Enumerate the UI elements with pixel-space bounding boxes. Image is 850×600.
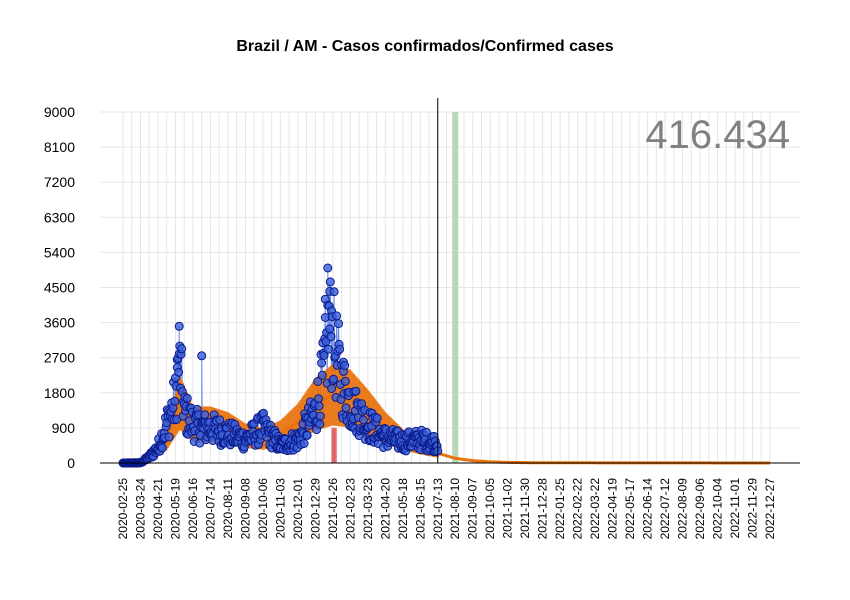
observed-point — [317, 358, 327, 368]
observed-point — [323, 263, 333, 273]
x-tick-label: 2021-07-13 — [431, 478, 445, 540]
x-tick-label: 2022-04-19 — [606, 478, 620, 540]
x-tick-label: 2022-07-12 — [658, 478, 672, 540]
x-tick-label: 2021-08-10 — [448, 478, 462, 540]
observed-point — [314, 394, 323, 404]
observed-point — [327, 384, 337, 393]
observed-point — [329, 287, 339, 297]
observed-point — [334, 319, 343, 329]
x-tick-label: 2021-05-18 — [396, 478, 410, 540]
y-tick-label: 3600 — [44, 315, 75, 331]
observed-point — [174, 321, 184, 331]
x-tick-label: 2020-06-16 — [186, 478, 200, 540]
grid-layer — [100, 111, 800, 464]
observed-point — [325, 277, 335, 287]
observed-point — [315, 419, 325, 429]
peak-bars-layer — [331, 427, 337, 463]
x-tick-label: 2021-09-07 — [466, 478, 480, 540]
observed-point — [299, 439, 309, 448]
y-tick-label: 5400 — [44, 244, 75, 260]
observed-point — [341, 403, 351, 413]
x-tick-label: 2022-06-14 — [641, 478, 655, 540]
observed-point — [174, 367, 184, 377]
x-tick-label: 2022-01-25 — [553, 478, 567, 540]
y-tick-label: 9000 — [44, 104, 75, 120]
x-tick-label: 2021-06-15 — [413, 478, 427, 540]
observed-point — [182, 393, 192, 403]
observed-point — [314, 401, 324, 411]
observed-point — [340, 376, 350, 386]
observed-point — [302, 430, 312, 440]
observed-point — [326, 332, 336, 342]
x-tick-label: 2021-11-02 — [501, 478, 515, 539]
observed-point — [325, 324, 335, 334]
x-tick-label: 2022-12-27 — [763, 478, 777, 540]
observed-points-layer — [118, 263, 443, 468]
y-tick-label: 8100 — [44, 139, 75, 155]
peak-bar — [333, 427, 337, 463]
observed-point — [372, 413, 382, 423]
x-tick-label: 2020-12-29 — [308, 478, 322, 540]
x-tick-label: 2020-12-01 — [291, 478, 305, 540]
observed-point — [332, 311, 342, 321]
y-tick-label: 1800 — [44, 385, 75, 401]
observed-point — [197, 351, 207, 361]
chart-title: Brazil / AM - Casos confirmados/Confirme… — [236, 38, 614, 55]
observed-point — [335, 344, 345, 354]
x-tick-label: 2021-03-23 — [361, 478, 375, 540]
x-tick-label: 2022-11-29 — [746, 478, 760, 539]
observed-point — [340, 361, 350, 370]
observed-point — [200, 410, 210, 420]
x-tick-label: 2021-10-05 — [483, 478, 497, 540]
y-tick-label: 4500 — [44, 280, 75, 296]
y-tick-label: 900 — [52, 420, 76, 436]
x-tick-label: 2020-02-25 — [116, 478, 130, 540]
x-tick-label: 2021-04-20 — [378, 478, 392, 540]
x-tick-label: 2020-04-21 — [151, 478, 165, 540]
x-tick-label: 2022-09-06 — [693, 478, 707, 540]
y-tick-label: 7200 — [44, 174, 75, 190]
x-tick-label: 2020-05-19 — [169, 478, 183, 540]
observed-point — [315, 411, 325, 421]
x-tick-label: 2020-10-06 — [256, 478, 270, 540]
x-tick-label: 2020-03-24 — [134, 478, 148, 540]
observed-point — [177, 344, 187, 354]
axis-layer — [100, 98, 800, 464]
observed-point — [170, 396, 180, 406]
observed-point — [164, 432, 174, 442]
x-tick-labels: 2020-02-25 2020-03-24 2020-04-21 2020-05-19… — [116, 478, 777, 540]
y-tick-label: 2700 — [44, 350, 75, 366]
x-tick-label: 2020-11-03 — [273, 478, 287, 539]
observed-point — [319, 350, 329, 360]
x-tick-label: 2020-09-08 — [238, 478, 252, 540]
x-tick-label: 2022-11-01 — [728, 478, 742, 539]
total-cases-label: 416.434 — [645, 113, 790, 157]
observed-point — [358, 415, 368, 425]
x-tick-label: 2020-08-11 — [221, 478, 235, 539]
x-tick-label: 2021-01-26 — [326, 478, 340, 540]
observed-point — [324, 344, 333, 354]
observed-point — [313, 377, 323, 386]
observed-point — [329, 374, 338, 384]
x-tick-label: 2021-02-23 — [343, 478, 357, 540]
x-tick-label: 2021-12-28 — [536, 478, 550, 540]
x-tick-label: 2022-08-09 — [676, 478, 690, 540]
observed-point — [215, 415, 225, 425]
highlight-band — [452, 112, 459, 463]
y-tick-label: 6300 — [44, 209, 75, 225]
x-tick-label: 2022-05-17 — [623, 478, 637, 540]
x-tick-label: 2022-10-04 — [711, 478, 725, 540]
x-tick-label: 2022-03-22 — [588, 478, 602, 540]
observed-point — [351, 386, 361, 396]
x-tick-label: 2021-11-30 — [518, 478, 532, 539]
x-tick-label: 2020-07-14 — [203, 478, 217, 540]
y-tick-labels: 0 900 1800 2700 3600 4500 5400 6300 7200 8100 9000 — [44, 104, 75, 471]
highlight-layer — [452, 112, 459, 463]
x-tick-label: 2022-02-22 — [571, 478, 585, 540]
observed-point — [157, 443, 167, 453]
y-tick-label: 0 — [67, 455, 75, 471]
observed-point — [317, 370, 327, 380]
